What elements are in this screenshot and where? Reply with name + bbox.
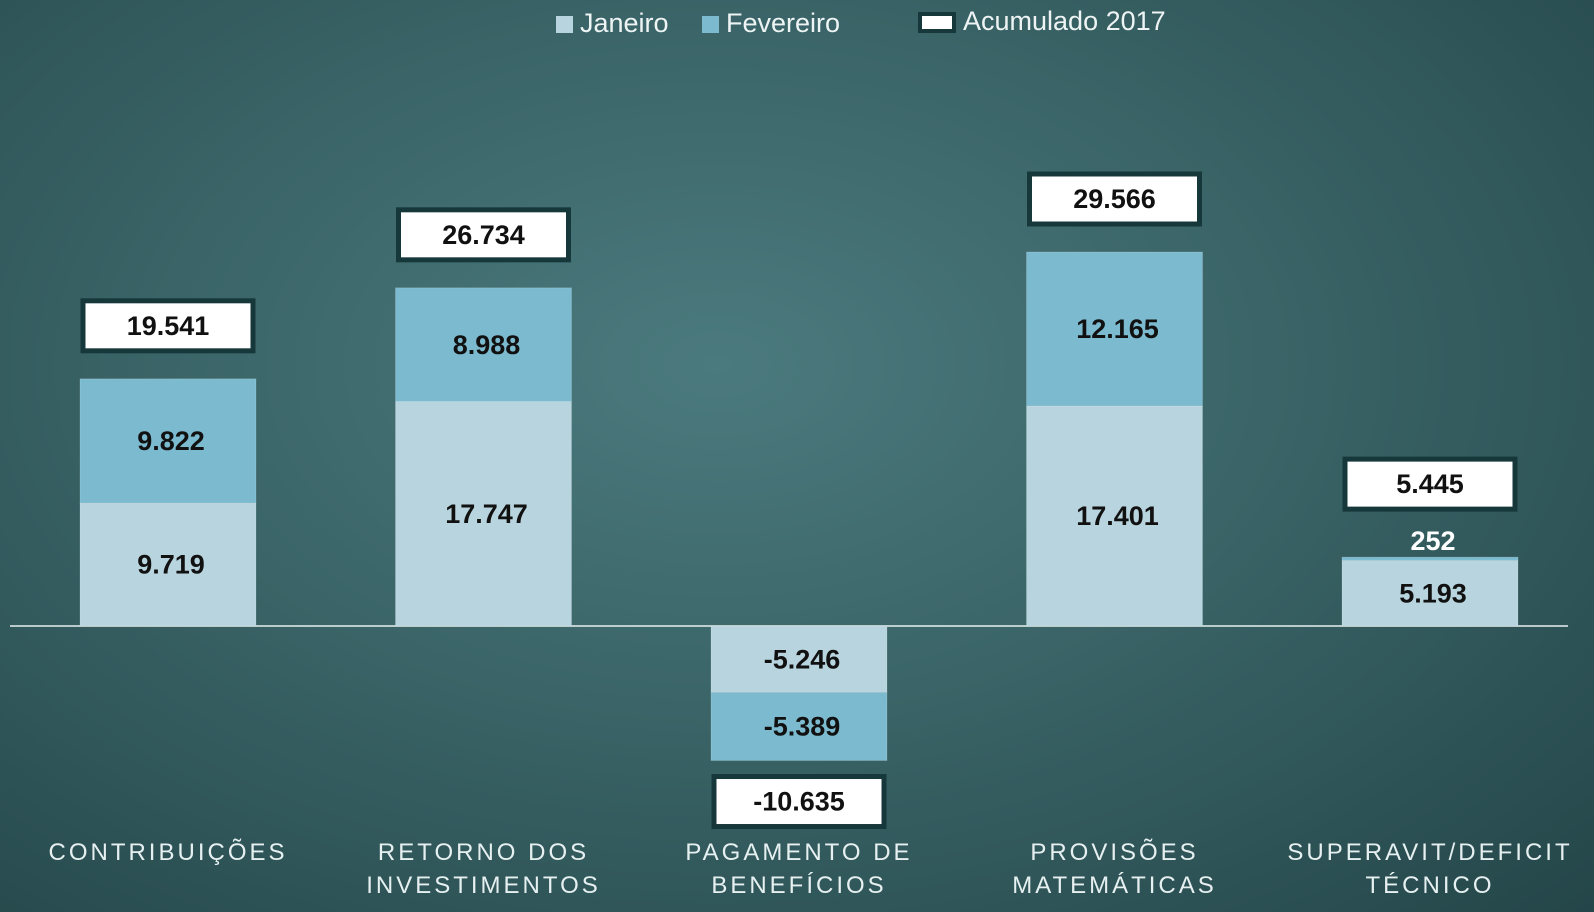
x-tick-label: PROVISÕES MATEMÁTICAS: [1012, 839, 1217, 899]
bar-segment: [710, 625, 888, 693]
x-tick-label: PAGAMENTO DE BENEFÍCIOS: [685, 839, 913, 899]
data-label: 9.719: [137, 550, 205, 580]
bar-segment: [710, 691, 888, 762]
data-label: 5.193: [1399, 578, 1467, 608]
legend-swatch: [918, 12, 956, 33]
bar-segment: [1341, 559, 1519, 627]
bar-segment: [79, 378, 257, 504]
total-label: 26.734: [442, 220, 525, 250]
total-box: [80, 298, 256, 354]
data-label: 9.822: [137, 426, 205, 456]
data-label: 17.747: [445, 499, 528, 529]
x-tick-label: SUPERAVIT/DEFICIT TÉCNICO: [1287, 839, 1573, 899]
data-label: 12.165: [1076, 314, 1159, 344]
data-label: -5.246: [764, 644, 841, 674]
bar-segment: [1026, 405, 1203, 627]
data-label: -5.389: [764, 712, 841, 742]
total-label: -10.635: [753, 787, 845, 817]
total-box: [396, 207, 571, 263]
total-label: 5.445: [1396, 469, 1464, 499]
total-label: 29.566: [1073, 184, 1156, 214]
total-box: [1342, 456, 1518, 512]
bar-segment: [395, 401, 572, 627]
legend-swatch: [702, 16, 719, 33]
legend-swatch: [556, 16, 573, 33]
bar-segment: [79, 502, 257, 627]
bar-segment: [1026, 251, 1203, 407]
total-label: 19.541: [127, 311, 210, 341]
bar-segment: [395, 287, 572, 403]
legend-label: Acumulado 2017: [963, 6, 1166, 36]
data-label: 17.401: [1076, 501, 1159, 531]
total-box: [711, 774, 887, 830]
bar-segment: [1341, 556, 1519, 561]
legend-label: Janeiro: [580, 8, 669, 38]
data-label: 8.988: [453, 330, 521, 360]
total-box: [1027, 171, 1202, 227]
x-tick-label: RETORNO DOS INVESTIMENTOS: [366, 839, 601, 899]
legend-label: Fevereiro: [726, 8, 840, 38]
x-tick-label: CONTRIBUIÇÕES: [48, 839, 288, 866]
data-label: 252: [1410, 526, 1455, 556]
